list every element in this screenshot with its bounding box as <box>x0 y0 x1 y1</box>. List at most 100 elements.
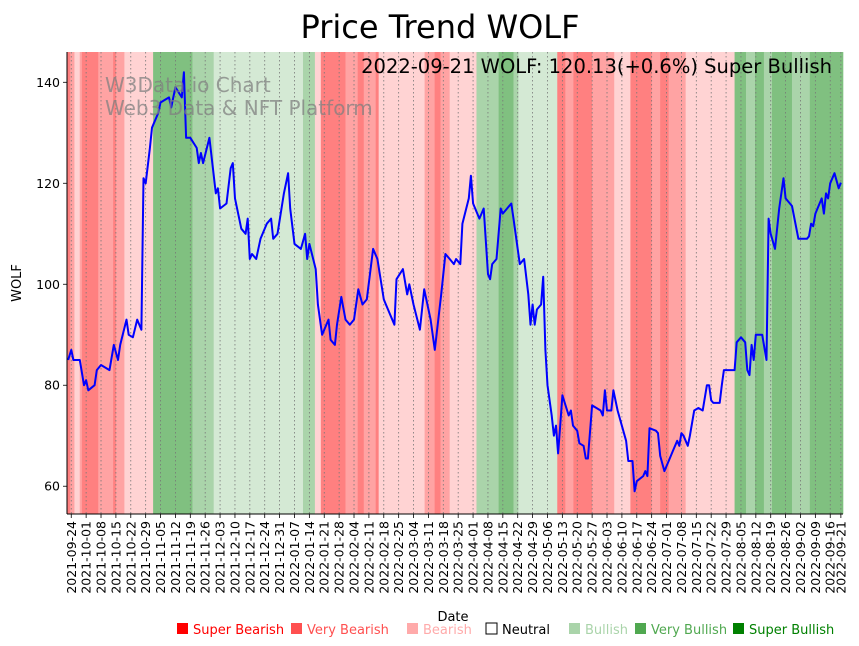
watermark-line-1: W3Data.io Chart <box>105 73 271 97</box>
legend-swatch-b <box>407 623 418 634</box>
sentiment-band-vb <box>668 52 686 514</box>
x-tick-label: 2021-11-19 <box>183 521 198 594</box>
sentiment-band-vb <box>440 52 450 514</box>
x-tick-label: 2021-10-22 <box>123 521 138 594</box>
x-tick-label: 2022-04-22 <box>510 521 525 594</box>
sentiment-band-vb <box>115 52 125 514</box>
legend-swatch-bu <box>569 623 580 634</box>
x-tick-label: 2022-03-04 <box>406 521 421 594</box>
y-tick-label: 140 <box>36 75 60 90</box>
sentiment-band-vb <box>70 52 75 514</box>
x-tick-label: 2021-10-08 <box>94 521 109 594</box>
legend-label: Super Bearish <box>193 623 284 638</box>
x-tick-label: 2022-05-20 <box>570 521 585 594</box>
x-tick-label: 2022-08-05 <box>733 521 748 594</box>
sentiment-band-vb <box>98 52 114 514</box>
sentiment-band-sb <box>113 52 117 514</box>
sentiment-band-sb <box>573 52 593 514</box>
sentiment-band-b <box>314 52 322 514</box>
x-tick-label: 2022-04-29 <box>525 521 540 594</box>
x-tick-label: 2022-05-27 <box>585 521 600 594</box>
sentiment-band-sb <box>67 52 71 514</box>
legend-swatch-sb <box>177 623 188 634</box>
sentiment-band-vbu <box>476 52 499 514</box>
legend-label: Bearish <box>423 623 472 638</box>
sentiment-band-sb <box>660 52 669 514</box>
legend-swatch-n <box>485 622 498 635</box>
sentiment-band-b <box>614 52 631 514</box>
x-tick-label: 2022-07-01 <box>659 521 674 594</box>
x-tick-label: 2022-02-18 <box>376 521 391 594</box>
sentiment-band-vb <box>79 52 83 514</box>
sentiment-band-sb <box>320 52 346 514</box>
sentiment-band-sbu <box>498 52 514 514</box>
x-tick-label: 2022-07-15 <box>689 521 704 594</box>
y-tick-label: 80 <box>44 378 60 393</box>
sentiment-band-sbu <box>734 52 747 514</box>
watermark-line-2: Web3 Data & NFT Platform <box>105 96 373 120</box>
sentiment-band-sb <box>557 52 566 514</box>
x-tick-label: 2022-04-08 <box>480 521 495 594</box>
sentiment-band-vb <box>424 52 435 514</box>
sentiment-band-sbu <box>809 52 844 514</box>
sentiment-band-b <box>74 52 81 514</box>
sentiment-band-sb <box>434 52 441 514</box>
x-tick-label: 2022-03-11 <box>421 521 436 594</box>
x-tick-label: 2022-04-01 <box>466 521 481 594</box>
sentiment-band-sbu <box>771 52 793 514</box>
sentiment-band-vb <box>565 52 574 514</box>
sentiment-band-vbu <box>791 52 811 514</box>
x-tick-label: 2022-02-11 <box>361 521 376 594</box>
x-tick-label: 2022-07-08 <box>674 521 689 594</box>
legend-swatch-sbu <box>733 623 744 634</box>
legend-swatch-vb <box>291 623 302 634</box>
x-tick-label: 2021-10-15 <box>108 521 123 594</box>
legend-label: Very Bearish <box>307 623 389 638</box>
y-axis-label: WOLF <box>10 264 25 302</box>
sentiment-band-b <box>124 52 154 514</box>
x-tick-label: 2022-09-09 <box>808 521 823 594</box>
sentiment-band-vb <box>345 52 358 514</box>
x-tick-label: 2022-03-25 <box>451 521 466 594</box>
x-tick-label: 2022-08-26 <box>778 521 793 594</box>
x-tick-label: 2021-12-31 <box>272 521 287 594</box>
sentiment-band-b <box>685 52 735 514</box>
x-axis-label: Date <box>437 610 468 625</box>
sentiment-band-sb <box>630 52 652 514</box>
legend-label: Neutral <box>502 623 550 638</box>
x-tick-label: 2022-07-29 <box>719 521 734 594</box>
x-tick-label: 2022-01-28 <box>332 521 347 594</box>
x-tick-label: 2022-04-15 <box>495 521 510 594</box>
legend-label: Bullish <box>585 623 628 638</box>
x-tick-label: 2022-08-19 <box>763 521 778 594</box>
price-line <box>67 71 842 493</box>
x-tick-label: 2022-09-16 <box>823 521 838 594</box>
x-tick-label: 2022-09-02 <box>793 521 808 594</box>
y-tick-label: 100 <box>36 277 60 292</box>
x-tick-label: 2021-09-24 <box>64 521 79 594</box>
sentiment-band-vb <box>651 52 661 514</box>
sentiment-band-sb <box>375 52 379 514</box>
x-tick-label: 2021-11-26 <box>198 521 213 594</box>
legend-swatch-vbu <box>635 623 646 634</box>
x-tick-label: 2021-12-03 <box>213 521 228 594</box>
legend-label: Super Bullish <box>749 623 834 638</box>
sentiment-band-bu <box>213 52 304 514</box>
x-tick-label: 2021-11-05 <box>153 521 168 594</box>
x-tick-label: 2021-12-10 <box>227 521 242 594</box>
sentiment-band-vbu <box>746 52 756 514</box>
x-tick-label: 2021-12-24 <box>257 521 272 594</box>
x-tick-label: 2022-06-03 <box>600 521 615 594</box>
y-tick-label: 120 <box>36 176 60 191</box>
sentiment-band-vb <box>592 52 615 514</box>
x-tick-label: 2022-02-04 <box>347 521 362 594</box>
x-tick-label: 2022-02-25 <box>391 521 406 594</box>
x-tick-label: 2022-01-21 <box>317 521 332 594</box>
sentiment-band-bu <box>518 52 558 514</box>
sentiment-band-vbu <box>302 52 316 514</box>
sentiment-band-sbu <box>153 52 193 514</box>
sentiment-band-vbu <box>192 52 214 514</box>
x-tick-label: 2022-05-13 <box>555 521 570 594</box>
chart-title: Price Trend WOLF <box>300 8 579 46</box>
